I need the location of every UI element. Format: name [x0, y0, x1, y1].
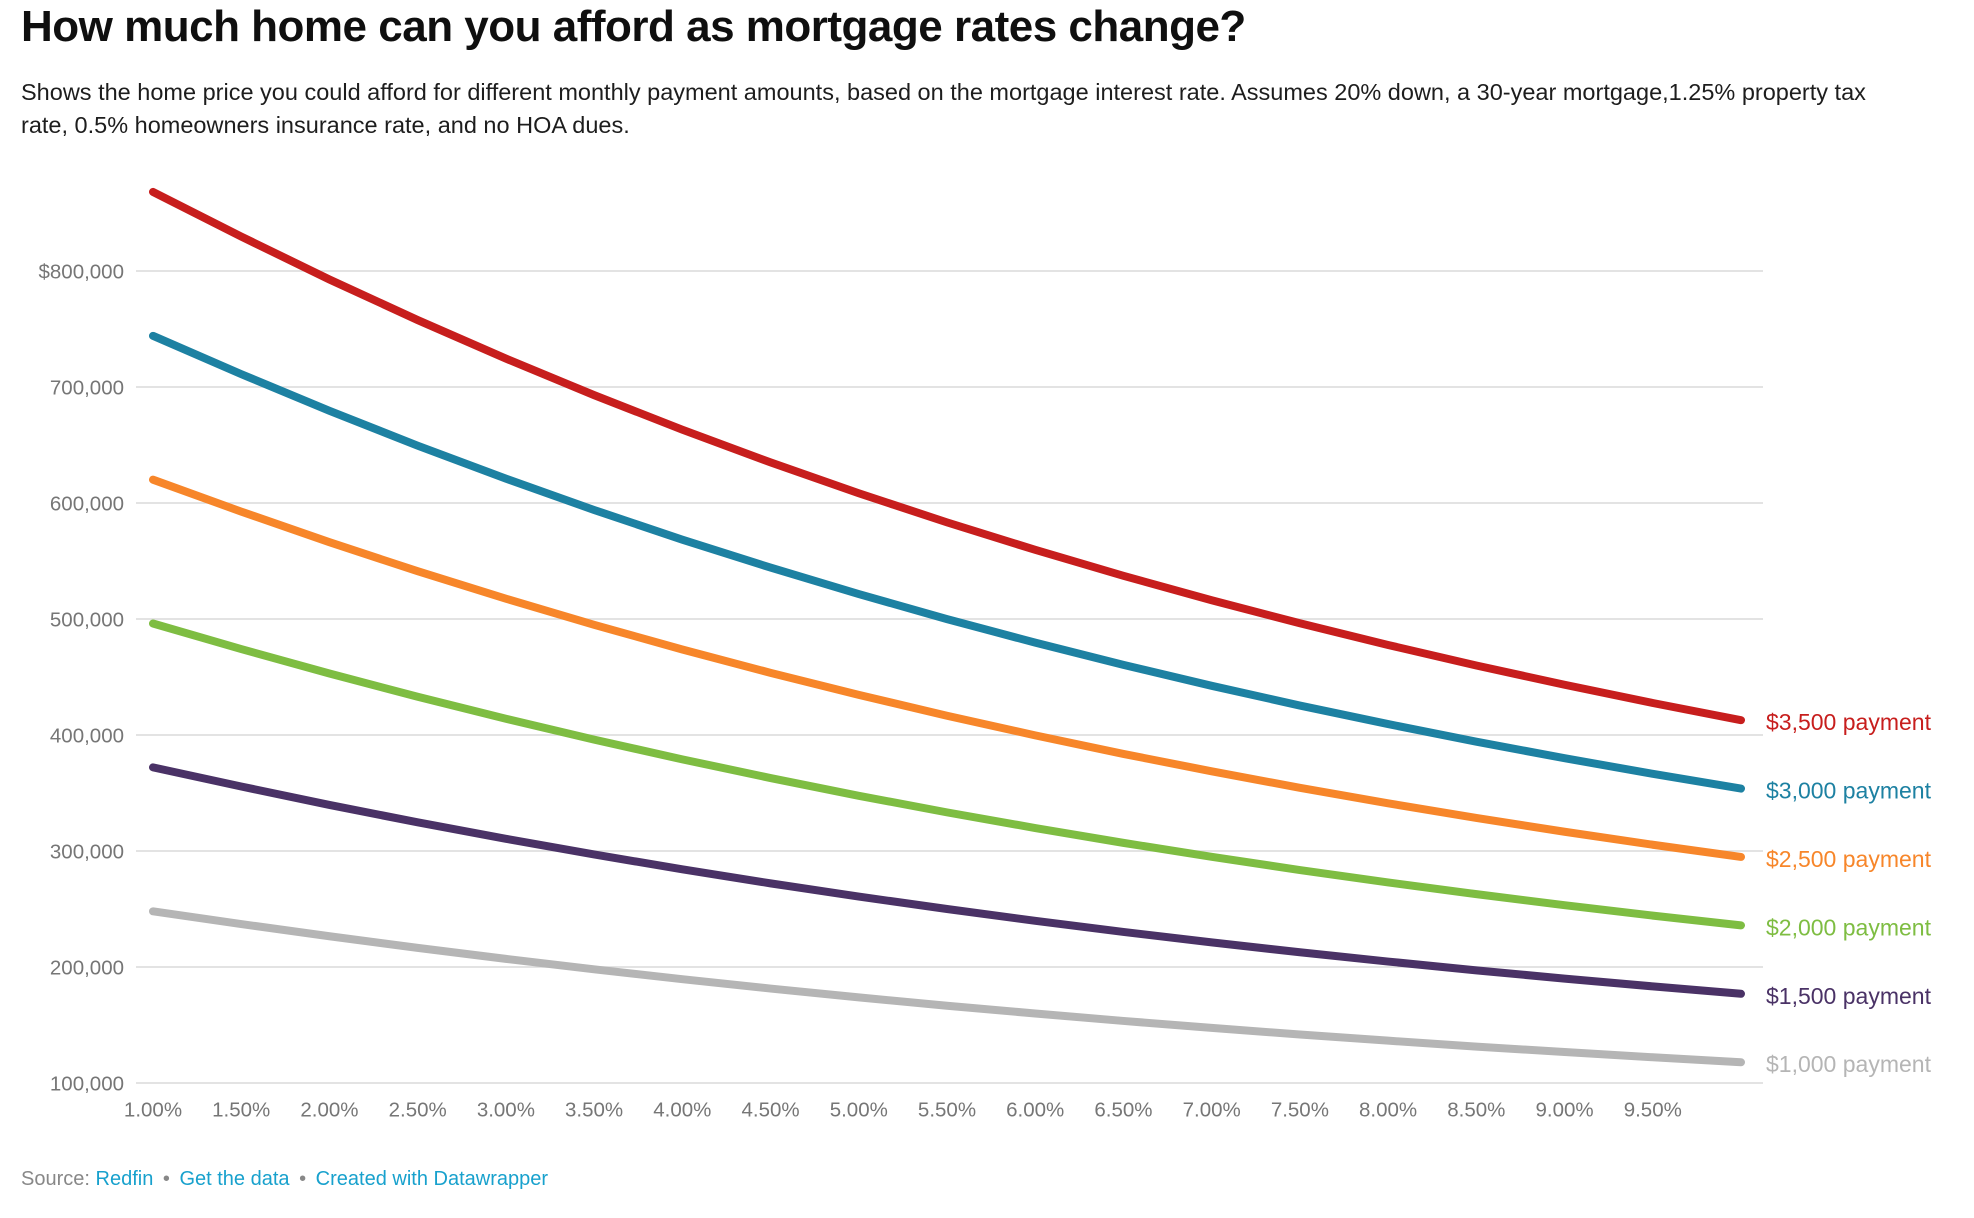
x-tick-label: 4.00% — [653, 1099, 711, 1122]
series-line-3500-payment — [149, 187, 1745, 725]
footer: Source: Redfin • Get the data • Created … — [21, 1168, 548, 1191]
x-tick-label: 7.00% — [1183, 1099, 1241, 1122]
y-tick-label: 500,000 — [50, 609, 124, 632]
series-label-3000-payment: $3,000 payment — [1766, 778, 1932, 804]
series-line-2500-payment — [149, 475, 1745, 861]
series-label-2000-payment: $2,000 payment — [1766, 914, 1932, 940]
source-link[interactable]: Redfin — [95, 1168, 154, 1190]
x-tick-label: 8.50% — [1447, 1099, 1505, 1122]
x-tick-label: 1.50% — [212, 1099, 270, 1122]
x-tick-label: 3.00% — [477, 1099, 535, 1122]
chart-subtitle: Shows the home price you could afford fo… — [21, 79, 1866, 138]
x-tick-label: 8.00% — [1359, 1099, 1417, 1122]
x-tick-label: 4.50% — [741, 1099, 799, 1122]
source-label: Source: — [21, 1168, 90, 1190]
series-line-1000-payment — [149, 907, 1745, 1067]
y-tick-label: $800,000 — [38, 261, 124, 284]
y-tick-label: 400,000 — [50, 725, 124, 748]
x-tick-label: 2.50% — [389, 1099, 447, 1122]
x-tick-label: 5.50% — [918, 1099, 976, 1122]
y-tick-label: 600,000 — [50, 493, 124, 516]
series-line-1500-payment — [149, 763, 1745, 998]
series-label-2500-payment: $2,500 payment — [1766, 846, 1932, 872]
y-tick-label: 700,000 — [50, 377, 124, 400]
x-tick-label: 7.50% — [1271, 1099, 1329, 1122]
x-tick-label: 6.50% — [1094, 1099, 1152, 1122]
x-tick-label: 1.00% — [124, 1099, 182, 1122]
chart-title: How much home can you afford as mortgage… — [21, 2, 1246, 51]
x-tick-label: 5.00% — [830, 1099, 888, 1122]
series-line-2000-payment — [149, 619, 1745, 930]
x-tick-label: 3.50% — [565, 1099, 623, 1122]
get-data-link[interactable]: Get the data — [179, 1168, 290, 1190]
x-tick-label: 2.00% — [300, 1099, 358, 1122]
y-tick-label: 200,000 — [50, 957, 124, 980]
series-label-3500-payment: $3,500 payment — [1766, 709, 1932, 735]
footer-separator: • — [299, 1168, 307, 1190]
x-tick-label: 9.00% — [1535, 1099, 1593, 1122]
y-tick-label: 300,000 — [50, 841, 124, 864]
footer-separator: • — [162, 1168, 170, 1190]
x-tick-label: 9.50% — [1624, 1099, 1682, 1122]
x-tick-label: 6.00% — [1006, 1099, 1064, 1122]
series-label-1500-payment: $1,500 payment — [1766, 983, 1932, 1009]
datawrapper-credit-link[interactable]: Created with Datawrapper — [315, 1168, 549, 1190]
series-label-1000-payment: $1,000 payment — [1766, 1051, 1932, 1077]
y-tick-label: 100,000 — [50, 1073, 124, 1096]
series-line-3000-payment — [149, 331, 1745, 793]
